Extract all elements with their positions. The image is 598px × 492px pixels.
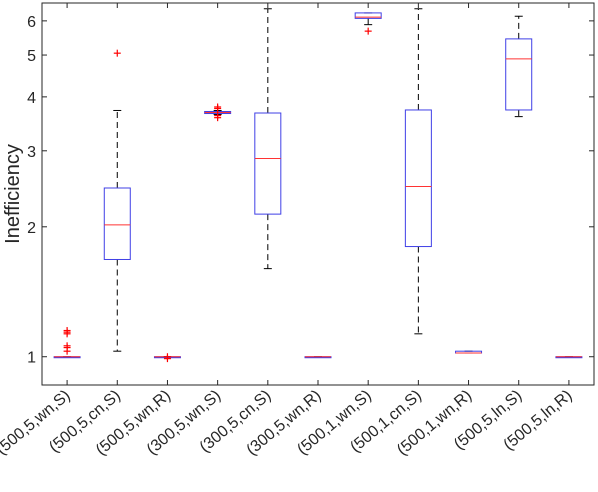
iqr-box (404, 109, 432, 248)
outlier-marker (163, 353, 171, 361)
outlier-marker (63, 327, 71, 335)
iqr-box (505, 38, 533, 111)
y-tick-label: 6 (27, 14, 36, 31)
box-group-11 (555, 356, 583, 359)
iqr-box (254, 112, 282, 215)
box-group-10 (505, 15, 533, 118)
box-group-2 (103, 49, 131, 352)
box-group-3 (153, 353, 181, 363)
box-group-9 (455, 350, 483, 354)
outlier-marker (113, 49, 121, 57)
box-group-7 (354, 12, 382, 35)
outlier-marker (364, 27, 372, 35)
box-group-4 (204, 103, 232, 122)
y-axis-label: Inefficiency (2, 144, 24, 244)
box-group-6 (304, 356, 332, 359)
box-group-8 (404, 8, 432, 335)
outlier-marker (214, 103, 222, 111)
ticks-layer: 123456(500,5,wn,S)(500,5,cn,S)(500,5,wn,… (0, 3, 594, 459)
y-tick-label: 4 (27, 90, 36, 107)
boxes-layer (53, 8, 583, 363)
box-group-5 (254, 8, 282, 270)
y-tick-label: 3 (27, 144, 36, 161)
plot-area-frame (41, 2, 595, 386)
y-tick-label: 2 (27, 220, 36, 237)
y-tick-label: 1 (27, 350, 36, 367)
iqr-box (354, 12, 382, 19)
outlier-marker (63, 342, 71, 350)
y-tick-label: 5 (27, 48, 36, 65)
outlier-marker (214, 112, 222, 120)
box-group-1 (53, 327, 81, 359)
iqr-box (103, 187, 131, 260)
